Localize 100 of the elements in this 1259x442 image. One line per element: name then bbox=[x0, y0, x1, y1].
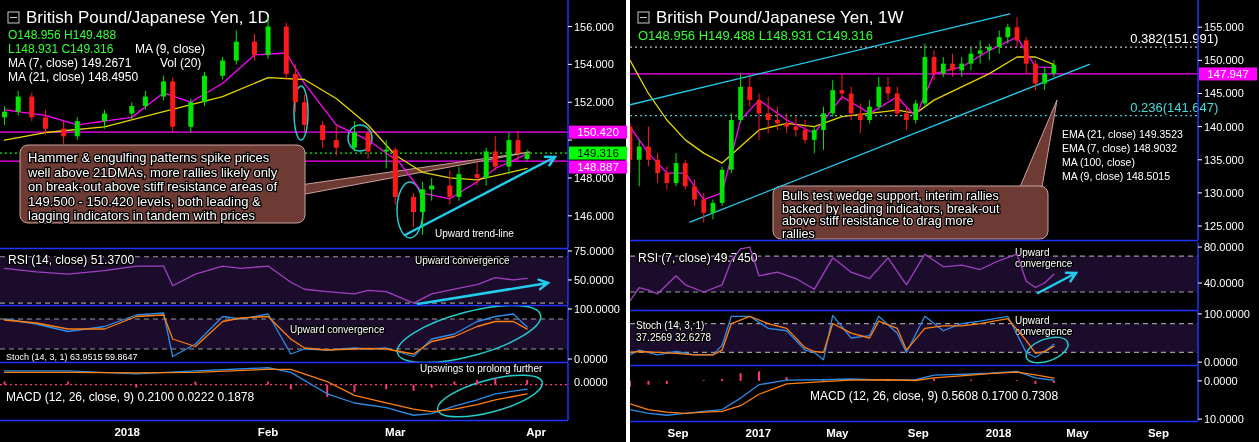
y-tick-label: 80.0000 bbox=[1204, 241, 1244, 254]
y-tick-label: 130.000 bbox=[1204, 186, 1244, 199]
candlestick bbox=[474, 162, 480, 187]
candlestick bbox=[447, 169, 453, 205]
candlestick bbox=[351, 120, 357, 152]
candlestick bbox=[233, 29, 239, 65]
candlestick bbox=[411, 192, 416, 228]
y-tick-label: 155.000 bbox=[1204, 21, 1244, 34]
bar bbox=[665, 380, 668, 384]
y-tick-label: 146.000 bbox=[574, 209, 614, 222]
candlestick bbox=[959, 56, 965, 78]
bar bbox=[1052, 380, 1055, 384]
candlestick bbox=[646, 126, 651, 167]
x-tick-label: Sep bbox=[907, 427, 929, 439]
text: British Pound/Japanese Yen, 1W bbox=[656, 8, 904, 27]
candlestick bbox=[904, 106, 909, 131]
candlestick bbox=[682, 159, 688, 191]
candlestick bbox=[74, 116, 80, 141]
ref-line-label: 147.947 bbox=[1207, 67, 1249, 80]
annotation: MACD (12, 26, close, 9) 0.5608 0.1700 0.7308 bbox=[810, 389, 1059, 403]
annotation: RSI (14, close) 51.3700 bbox=[8, 253, 135, 267]
y-tick-label: 0.0000 bbox=[574, 353, 608, 365]
candlestick bbox=[775, 106, 780, 131]
annotation: MA (7, close) 149.2671 bbox=[8, 56, 132, 70]
annotation: Upward convergence bbox=[415, 255, 510, 266]
ref-line-label: 150.420 bbox=[577, 126, 619, 139]
candlestick bbox=[333, 124, 339, 156]
candlestick bbox=[29, 92, 35, 122]
candlestick bbox=[220, 56, 226, 81]
bar bbox=[1034, 380, 1037, 384]
candlestick bbox=[365, 128, 371, 160]
y-tick-label: 75.0000 bbox=[574, 244, 614, 257]
annotation: Hammer & engulfing patterns spike prices well above 21DMAs, more rallies likely only on break-out above stiff resistance areas of 149.500 - 150.420 levels, both leading & lagging indicators in tandem with prices bbox=[27, 150, 278, 223]
candlestick bbox=[636, 139, 642, 187]
annotation: Stoch (14, 3, 1) 63.9515 59.8647 bbox=[6, 352, 138, 362]
y-tick-label: 100.0000 bbox=[1204, 307, 1250, 320]
candlestick bbox=[894, 86, 900, 118]
bar bbox=[353, 384, 356, 393]
candlestick bbox=[950, 53, 955, 78]
y-tick-label: 145.000 bbox=[1204, 87, 1244, 100]
y-tick-label: 0.0000 bbox=[1204, 374, 1238, 387]
ref-line-label: 148.887 bbox=[577, 161, 619, 174]
candlestick bbox=[765, 96, 771, 134]
candlestick bbox=[913, 99, 918, 124]
annotation: O148.956 H149.488 L148.931 C149.316 bbox=[638, 28, 873, 43]
candlestick bbox=[301, 94, 307, 134]
candlestick bbox=[747, 76, 753, 108]
line-series bbox=[630, 56, 1055, 164]
candlestick bbox=[102, 109, 108, 130]
candlestick bbox=[1042, 66, 1047, 91]
candlestick bbox=[161, 75, 167, 101]
candlestick bbox=[830, 79, 836, 118]
bar bbox=[739, 373, 742, 381]
bar bbox=[758, 371, 760, 381]
candlestick bbox=[821, 106, 826, 151]
candlestick bbox=[811, 126, 817, 154]
candlestick bbox=[996, 30, 1002, 55]
y-tick-label: 154.000 bbox=[574, 58, 614, 71]
annotation: Vol (20) bbox=[160, 56, 202, 70]
y-tick-label: 100.0000 bbox=[574, 303, 620, 315]
x-tick-label: May bbox=[1066, 427, 1090, 439]
annotation: Upward convergence bbox=[290, 324, 385, 335]
candlestick bbox=[524, 149, 530, 162]
candlestick bbox=[456, 166, 462, 202]
x-tick-label: Sep bbox=[1147, 427, 1170, 439]
annotation: MA (21, close) 148.4950 bbox=[8, 70, 139, 84]
candlestick bbox=[420, 181, 426, 236]
candlestick bbox=[1023, 36, 1029, 75]
candlestick bbox=[940, 56, 946, 78]
annotation: MA (9, close) 148.5015 bbox=[1062, 170, 1171, 182]
candlestick bbox=[655, 152, 660, 184]
annotation: Bulls test wedge support, interim rallies backed by leading indicators, break-out above stiff resistance to drag more rallies bbox=[782, 189, 1001, 241]
x-tick-label: Mar bbox=[385, 426, 407, 438]
y-tick-label: 40.0000 bbox=[1204, 277, 1244, 290]
x-tick-label: 2018 bbox=[985, 427, 1012, 439]
candlestick bbox=[320, 120, 326, 149]
candlestick bbox=[1033, 59, 1038, 91]
candlestick bbox=[867, 99, 872, 124]
bar bbox=[412, 384, 415, 391]
ref-line-label: 149.316 bbox=[577, 147, 619, 160]
bar bbox=[647, 380, 650, 385]
candlestick bbox=[142, 90, 148, 111]
candlestick bbox=[251, 33, 257, 62]
y-tick-label: 0.0000 bbox=[1204, 356, 1238, 369]
x-tick-label: May bbox=[826, 427, 850, 439]
x-tick-label: 2017 bbox=[745, 427, 772, 439]
x-tick-label: 2018 bbox=[114, 426, 141, 438]
annotation: EMA (7, close) 148.9032 bbox=[1062, 142, 1178, 154]
x-tick-label: Feb bbox=[257, 426, 279, 438]
candlestick bbox=[515, 130, 521, 162]
candlestick bbox=[492, 135, 498, 171]
x-tick-label: Apr bbox=[526, 426, 547, 438]
x-tick-label: Sep bbox=[667, 427, 689, 439]
y-tick-label: 140.000 bbox=[1204, 120, 1244, 133]
y-tick-label: 150.000 bbox=[1204, 54, 1244, 67]
annotation: MACD (12, 26, close, 9) 0.2100 0.0222 0.1878 bbox=[6, 390, 255, 404]
candlestick bbox=[692, 179, 697, 207]
candlestick bbox=[15, 90, 21, 116]
candlestick bbox=[61, 120, 67, 145]
line-series bbox=[3, 265, 528, 304]
